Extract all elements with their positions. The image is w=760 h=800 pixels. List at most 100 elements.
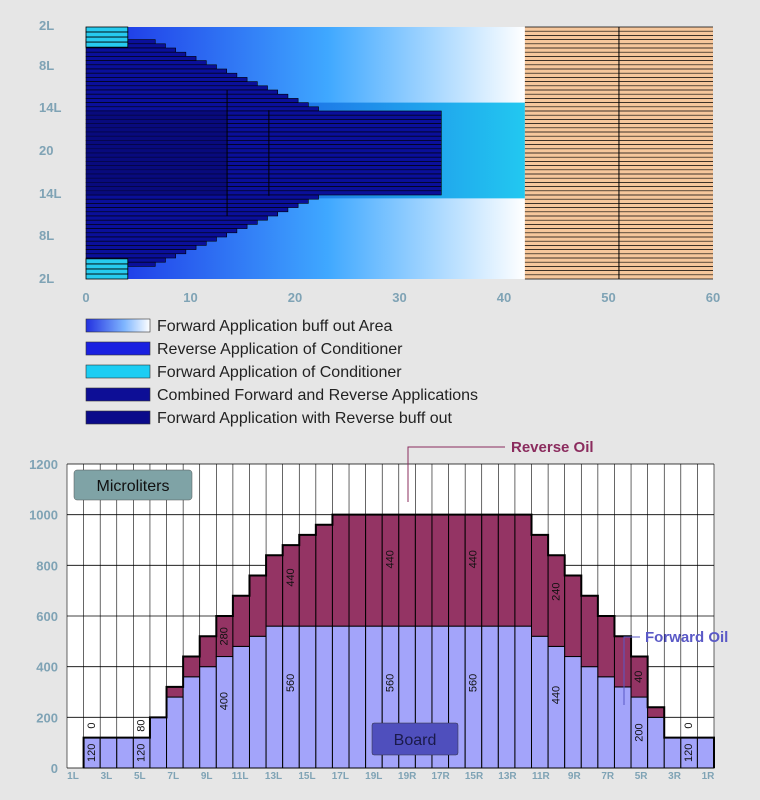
forward-oil-bar: [348, 625, 367, 769]
reverse-oil-bar: [398, 514, 416, 627]
reverse-oil-bar: [381, 514, 400, 627]
bar-value-label: 240: [550, 583, 562, 601]
lane-bar: [85, 72, 238, 78]
forward-oil-bar: [298, 625, 317, 769]
x-tick-label: 15R: [465, 771, 484, 782]
bar-value-label: 440: [384, 550, 396, 568]
y-tick-label: 14L: [39, 186, 61, 201]
x-tick-label: 3R: [668, 771, 682, 782]
reverse-oil-bar: [464, 514, 483, 627]
legend-swatch: [85, 341, 151, 356]
reverse-oil-bar: [331, 514, 350, 627]
x-tick-label: 7R: [601, 771, 615, 782]
bar-value-label: 0: [683, 723, 695, 729]
lane-bar: [85, 203, 299, 208]
x-tick-label: 1R: [702, 771, 716, 782]
reverse-oil-bar: [580, 595, 599, 668]
gutter-bar-bottom: [85, 263, 129, 270]
gutter-bar-bottom: [85, 268, 129, 275]
reverse-oil-bar: [497, 514, 516, 627]
lane-bar: [85, 253, 176, 259]
x-tick-label: 5L: [134, 771, 146, 782]
reverse-oil-bar: [365, 514, 383, 627]
x-tick-label: 19L: [365, 771, 382, 782]
lane-bar: [85, 102, 309, 108]
forward-oil-bar: [597, 676, 615, 769]
y-tick-label: 600: [36, 609, 58, 624]
lane-bar: [85, 68, 227, 74]
board-label: Board: [394, 732, 437, 749]
forward-oil-bar: [696, 737, 715, 769]
lane-bar: [85, 64, 217, 70]
y-tick-label: 8L: [39, 228, 54, 243]
x-tick-label: 15L: [298, 771, 315, 782]
legend-label: Forward Application buff out Area: [157, 318, 393, 335]
reverse-oil-callout: Reverse Oil: [511, 439, 594, 456]
reverse-oil-bar: [315, 524, 333, 627]
bar-value-label: 560: [285, 674, 297, 692]
bottom-y-axis: 0 200 400 600 800 1000 1200: [29, 457, 58, 776]
x-tick-label: 11R: [532, 771, 551, 782]
y-tick-label: 8L: [39, 58, 54, 73]
bar-value-label: 560: [384, 674, 396, 692]
top-x-axis: 0 10 20 30 40 50 60: [82, 290, 720, 305]
lane-bar: [85, 81, 258, 87]
lane-bar: [85, 85, 268, 91]
forward-oil-bar: [166, 696, 184, 769]
reverse-oil-bar: [182, 656, 201, 678]
x-tick-label: 11L: [232, 771, 249, 782]
forward-oil-bar: [514, 625, 533, 769]
lane-bar: [85, 51, 187, 57]
reverse-oil-bar: [481, 514, 499, 627]
forward-oil-bar: [497, 625, 516, 769]
x-tick-label: 5R: [635, 771, 649, 782]
gutter-bar-top: [85, 41, 129, 48]
lane-bar: [85, 93, 289, 99]
bottom-bar-labels: 1200120804002805604405604405604404402402…: [86, 550, 695, 762]
lane-bar: [85, 77, 248, 82]
y-tick-label: 1200: [29, 457, 58, 472]
lane-bar: [85, 215, 268, 221]
bar-value-label: 440: [467, 550, 479, 568]
y-tick-label: 14L: [39, 100, 61, 115]
gutter-bar-bottom: [85, 273, 129, 280]
lane-bar: [85, 219, 258, 225]
lane-bar: [85, 198, 309, 204]
x-tick-label: 9R: [568, 771, 582, 782]
legend-swatch: [85, 387, 151, 402]
lane-bar: [85, 98, 299, 103]
y-tick-label: 1000: [29, 508, 58, 523]
lane-bar: [85, 211, 279, 217]
reverse-oil-bar: [448, 514, 466, 627]
lane-bar: [85, 224, 248, 229]
reverse-oil-bar: [531, 534, 549, 637]
lane-bar: [85, 236, 217, 242]
forward-oil-bar: [99, 737, 118, 769]
forward-oil-bar: [149, 716, 168, 769]
reverse-buff-block: [86, 110, 228, 196]
forward-oil-bar: [248, 635, 267, 769]
lane-application-chart: 2L 8L 14L 20 14L 8L 2L 0 10 20 30 40 50 60: [39, 18, 720, 305]
y-tick-label: 400: [36, 660, 58, 675]
reverse-oil-bar: [265, 554, 284, 627]
lane-bar: [85, 232, 227, 238]
x-tick-label: 20: [288, 290, 302, 305]
x-tick-label: 40: [497, 290, 511, 305]
forward-oil-callout: Forward Oil: [645, 629, 728, 646]
gutter-bar-top: [85, 31, 129, 38]
chart-title: Microliters: [97, 478, 170, 495]
x-tick-label: 13L: [265, 771, 282, 782]
legend-swatch: [85, 410, 151, 425]
reverse-oil-bar: [248, 574, 267, 637]
forward-oil-bar: [547, 645, 566, 769]
reverse-oil-bar: [232, 595, 250, 647]
legend-label: Reverse Application of Conditioner: [157, 341, 403, 358]
reverse-oil-bar: [647, 706, 665, 718]
reverse-oil-bar: [613, 635, 632, 688]
bar-value-label: 120: [683, 744, 695, 762]
bar-value-label: 440: [285, 568, 297, 586]
forward-oil-bar: [564, 656, 582, 769]
forward-oil-bar: [265, 625, 284, 769]
